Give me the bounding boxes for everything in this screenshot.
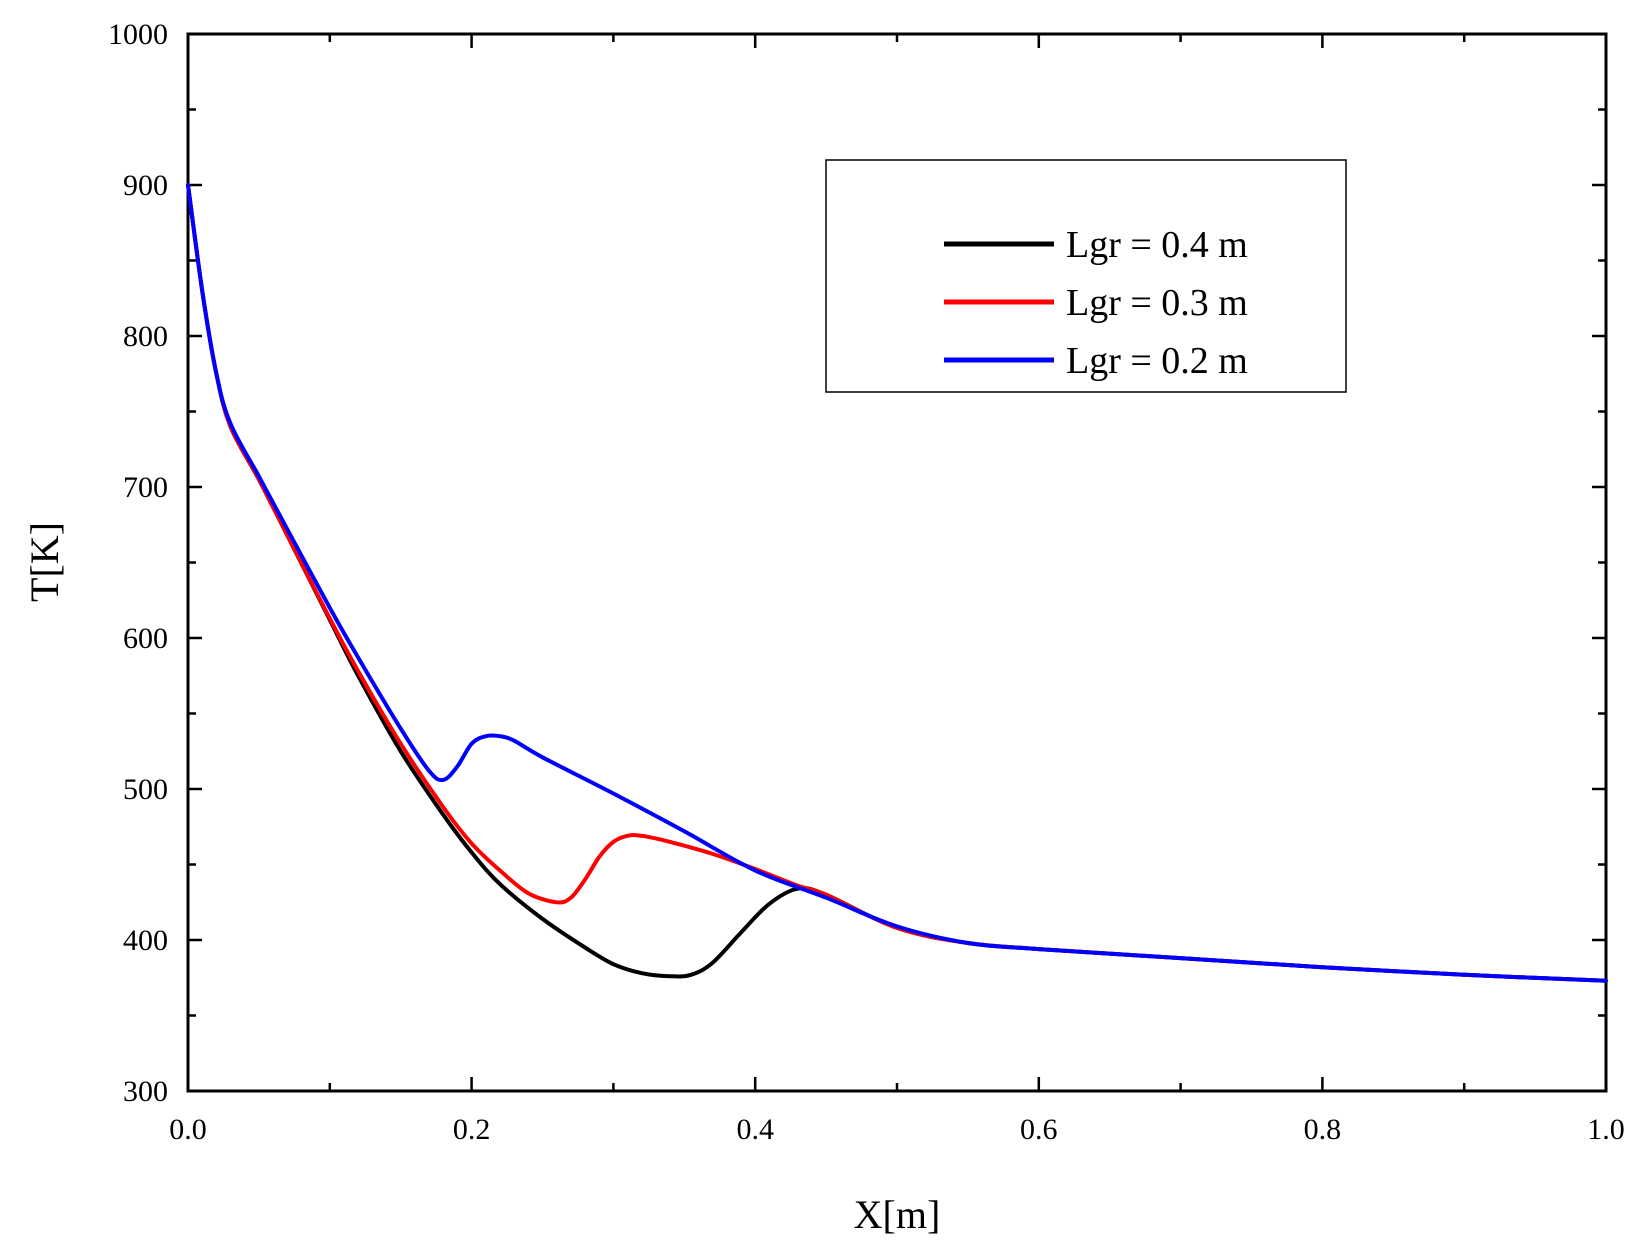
tick-labels: 0.0 0.2 0.4 0.6 0.8 1.0 300 400 500 600 700 800 900 1… [108, 18, 1625, 1146]
legend-items: Lgr = 0.4 m Lgr = 0.3 m Lgr = 0.2 m [944, 224, 1248, 382]
y-tick-label: 400 [123, 924, 168, 957]
y-tick-label: 900 [123, 169, 168, 202]
x-tick-label: 0.2 [453, 1113, 491, 1146]
tick-marks [186, 32, 1608, 1093]
legend-label-2: Lgr = 0.3 m [1066, 282, 1248, 324]
x-tick-label: 0.8 [1304, 1113, 1342, 1146]
legend-label-3: Lgr = 0.2 m [1066, 340, 1248, 382]
y-tick-label: 600 [123, 622, 168, 655]
series-lines [186, 183, 1608, 983]
y-tick-label: 500 [123, 773, 168, 806]
series-line-3 [186, 183, 1608, 983]
x-tick-label: 1.0 [1587, 1113, 1625, 1146]
x-axis-title: X[m] [854, 1192, 941, 1237]
y-axis-title: T[K] [22, 522, 67, 602]
x-tick-label: 0.4 [736, 1113, 774, 1146]
legend: Lgr = 0.4 m Lgr = 0.3 m Lgr = 0.2 m [825, 159, 1347, 393]
y-tick-label: 300 [123, 1075, 168, 1108]
y-tick-label: 800 [123, 320, 168, 353]
x-tick-label: 0.0 [169, 1113, 207, 1146]
y-tick-label: 1000 [108, 18, 168, 51]
legend-box [825, 159, 1347, 393]
y-tick-label: 700 [123, 471, 168, 504]
legend-label-1: Lgr = 0.4 m [1066, 224, 1248, 266]
x-tick-label: 0.6 [1020, 1113, 1058, 1146]
